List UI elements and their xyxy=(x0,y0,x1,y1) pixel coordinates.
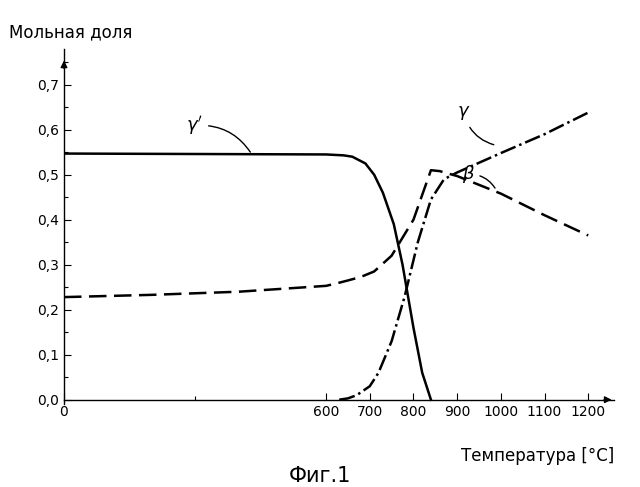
Text: Фиг.1: Фиг.1 xyxy=(289,466,351,486)
Text: Температура [°C]: Температура [°C] xyxy=(461,447,614,465)
Text: Мольная доля: Мольная доля xyxy=(9,23,132,41)
Text: $\gamma'$: $\gamma'$ xyxy=(186,114,250,152)
Text: $\gamma$: $\gamma$ xyxy=(457,104,494,145)
Text: $\beta$: $\beta$ xyxy=(461,163,495,188)
